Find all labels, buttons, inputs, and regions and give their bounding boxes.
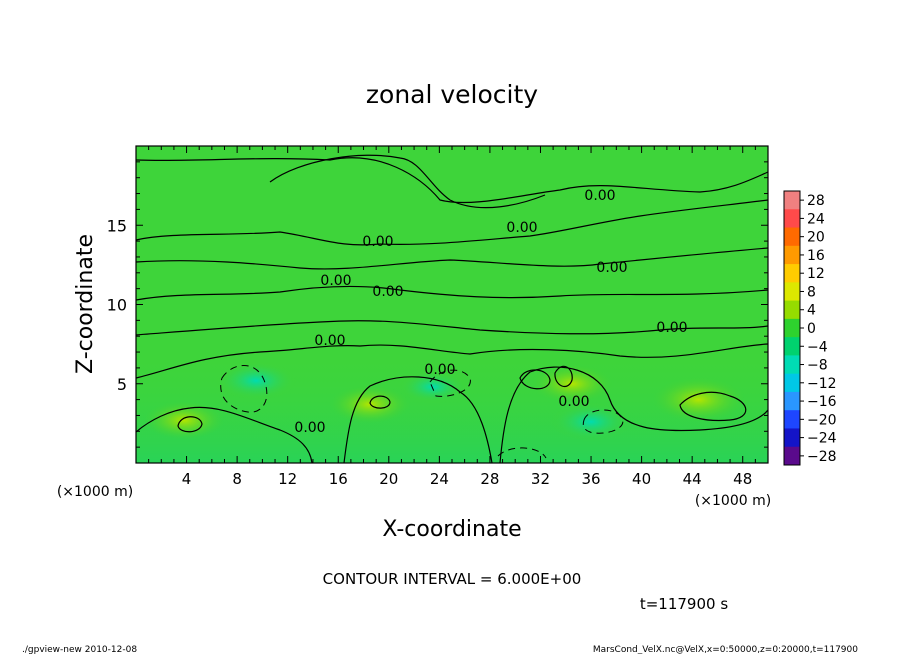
- y-tick-label: 5: [117, 375, 127, 394]
- x-tick-label: 16: [329, 470, 348, 488]
- x-tick-label: 28: [480, 470, 499, 488]
- contour-label: 0.00: [424, 362, 455, 378]
- colorbar-label: 16: [807, 248, 825, 264]
- contour-label: 0.00: [596, 260, 627, 276]
- x-axis-unit: (×1000 m): [695, 493, 771, 509]
- colorbar-label: 20: [807, 230, 825, 246]
- colorbar-swatch: [784, 391, 800, 411]
- y-tick-label: 10: [107, 296, 127, 315]
- contour-label: 0.00: [656, 320, 687, 336]
- colorbar-swatch: [784, 373, 800, 393]
- colorbar-label: −28: [807, 449, 837, 465]
- contour-label: 0.00: [584, 188, 615, 204]
- contour-interval: CONTOUR INTERVAL = 6.000E+00: [323, 570, 582, 588]
- colorbar-swatch: [784, 428, 800, 448]
- y-axis-unit: (×1000 m): [57, 484, 133, 500]
- plot-area: 0.00 0.00 0.00 0.00 0.00 0.00 0.00 0.00 0.00 0.00…: [135, 145, 769, 464]
- x-tick-label: 24: [430, 470, 449, 488]
- y-tick-label: 15: [107, 216, 127, 235]
- colorbar-swatch: [784, 209, 800, 229]
- x-tick-label: 48: [733, 470, 752, 488]
- chart-title: zonal velocity: [366, 80, 538, 109]
- colorbar-swatch: [784, 245, 800, 265]
- x-tick-label: 36: [581, 470, 600, 488]
- field-feature-0: [652, 377, 745, 422]
- colorbar-label: 4: [807, 303, 816, 319]
- x-axis-label: X-coordinate: [382, 517, 521, 542]
- colorbar-swatch: [784, 318, 800, 338]
- x-tick-label: 40: [632, 470, 651, 488]
- x-tick-label: 12: [278, 470, 297, 488]
- colorbar: 28 24 20 16 12 8 4 0 −4 −8 −12 −16 −20 −24 −28: [783, 190, 837, 466]
- colorbar-label: −24: [807, 431, 837, 447]
- colorbar-label: −20: [807, 412, 837, 428]
- colorbar-label: 0: [807, 321, 816, 337]
- x-axis: 4 8 12 16 20 24 28 32 36 40 44 48: [148, 146, 756, 488]
- time-label: t=117900 s: [640, 595, 728, 613]
- colorbar-swatch: [784, 264, 800, 283]
- colorbar-swatch: [784, 300, 800, 320]
- colorbar-label: 24: [807, 211, 825, 227]
- colorbar-swatch: [784, 355, 800, 375]
- colorbar-label: 8: [807, 284, 816, 300]
- field-feature-6: [399, 370, 468, 403]
- colorbar-label: −8: [807, 358, 828, 374]
- colorbar-label: −16: [807, 394, 837, 410]
- field-feature-3: [144, 401, 225, 440]
- colorbar-label: −12: [807, 376, 837, 392]
- contour-label: 0.00: [372, 284, 403, 300]
- contour-label: 0.00: [558, 394, 589, 410]
- colorbar-swatch: [784, 410, 800, 429]
- contour-label: 0.00: [362, 234, 393, 250]
- x-tick-label: 20: [379, 470, 398, 488]
- colorbar-label: −4: [807, 339, 828, 355]
- footer-right: MarsCond_VelX.nc@VelX,x=0:50000,z=0:2000…: [593, 645, 858, 654]
- contour-label: 0.00: [506, 220, 537, 236]
- colorbar-swatch: [784, 446, 800, 466]
- negative-contour-lines: [220, 365, 624, 459]
- contour-label: 0.00: [320, 273, 351, 289]
- x-tick-label: 44: [683, 470, 702, 488]
- x-tick-label: 8: [232, 470, 242, 488]
- y-axis-label: Z-coordinate: [73, 234, 98, 374]
- colorbar-swatch: [784, 282, 800, 302]
- colorbar-label: 12: [807, 266, 825, 282]
- contour-label: 0.00: [314, 333, 345, 349]
- colorbar-swatch: [784, 191, 800, 210]
- colorbar-label: 28: [807, 193, 825, 209]
- field-feature-4: [216, 361, 297, 400]
- y-axis: 5 10 15: [107, 161, 768, 448]
- field-feature-2: [329, 385, 410, 424]
- contour-label: 0.00: [294, 420, 325, 436]
- contour-lines: [136, 154, 768, 463]
- field-feature-1: [532, 364, 613, 403]
- footer-left: ./gpview-new 2010-12-08: [22, 645, 137, 654]
- x-tick-label: 32: [531, 470, 550, 488]
- colorbar-swatch: [784, 227, 800, 247]
- colorbar-swatch: [784, 337, 800, 356]
- x-tick-label: 4: [182, 470, 192, 488]
